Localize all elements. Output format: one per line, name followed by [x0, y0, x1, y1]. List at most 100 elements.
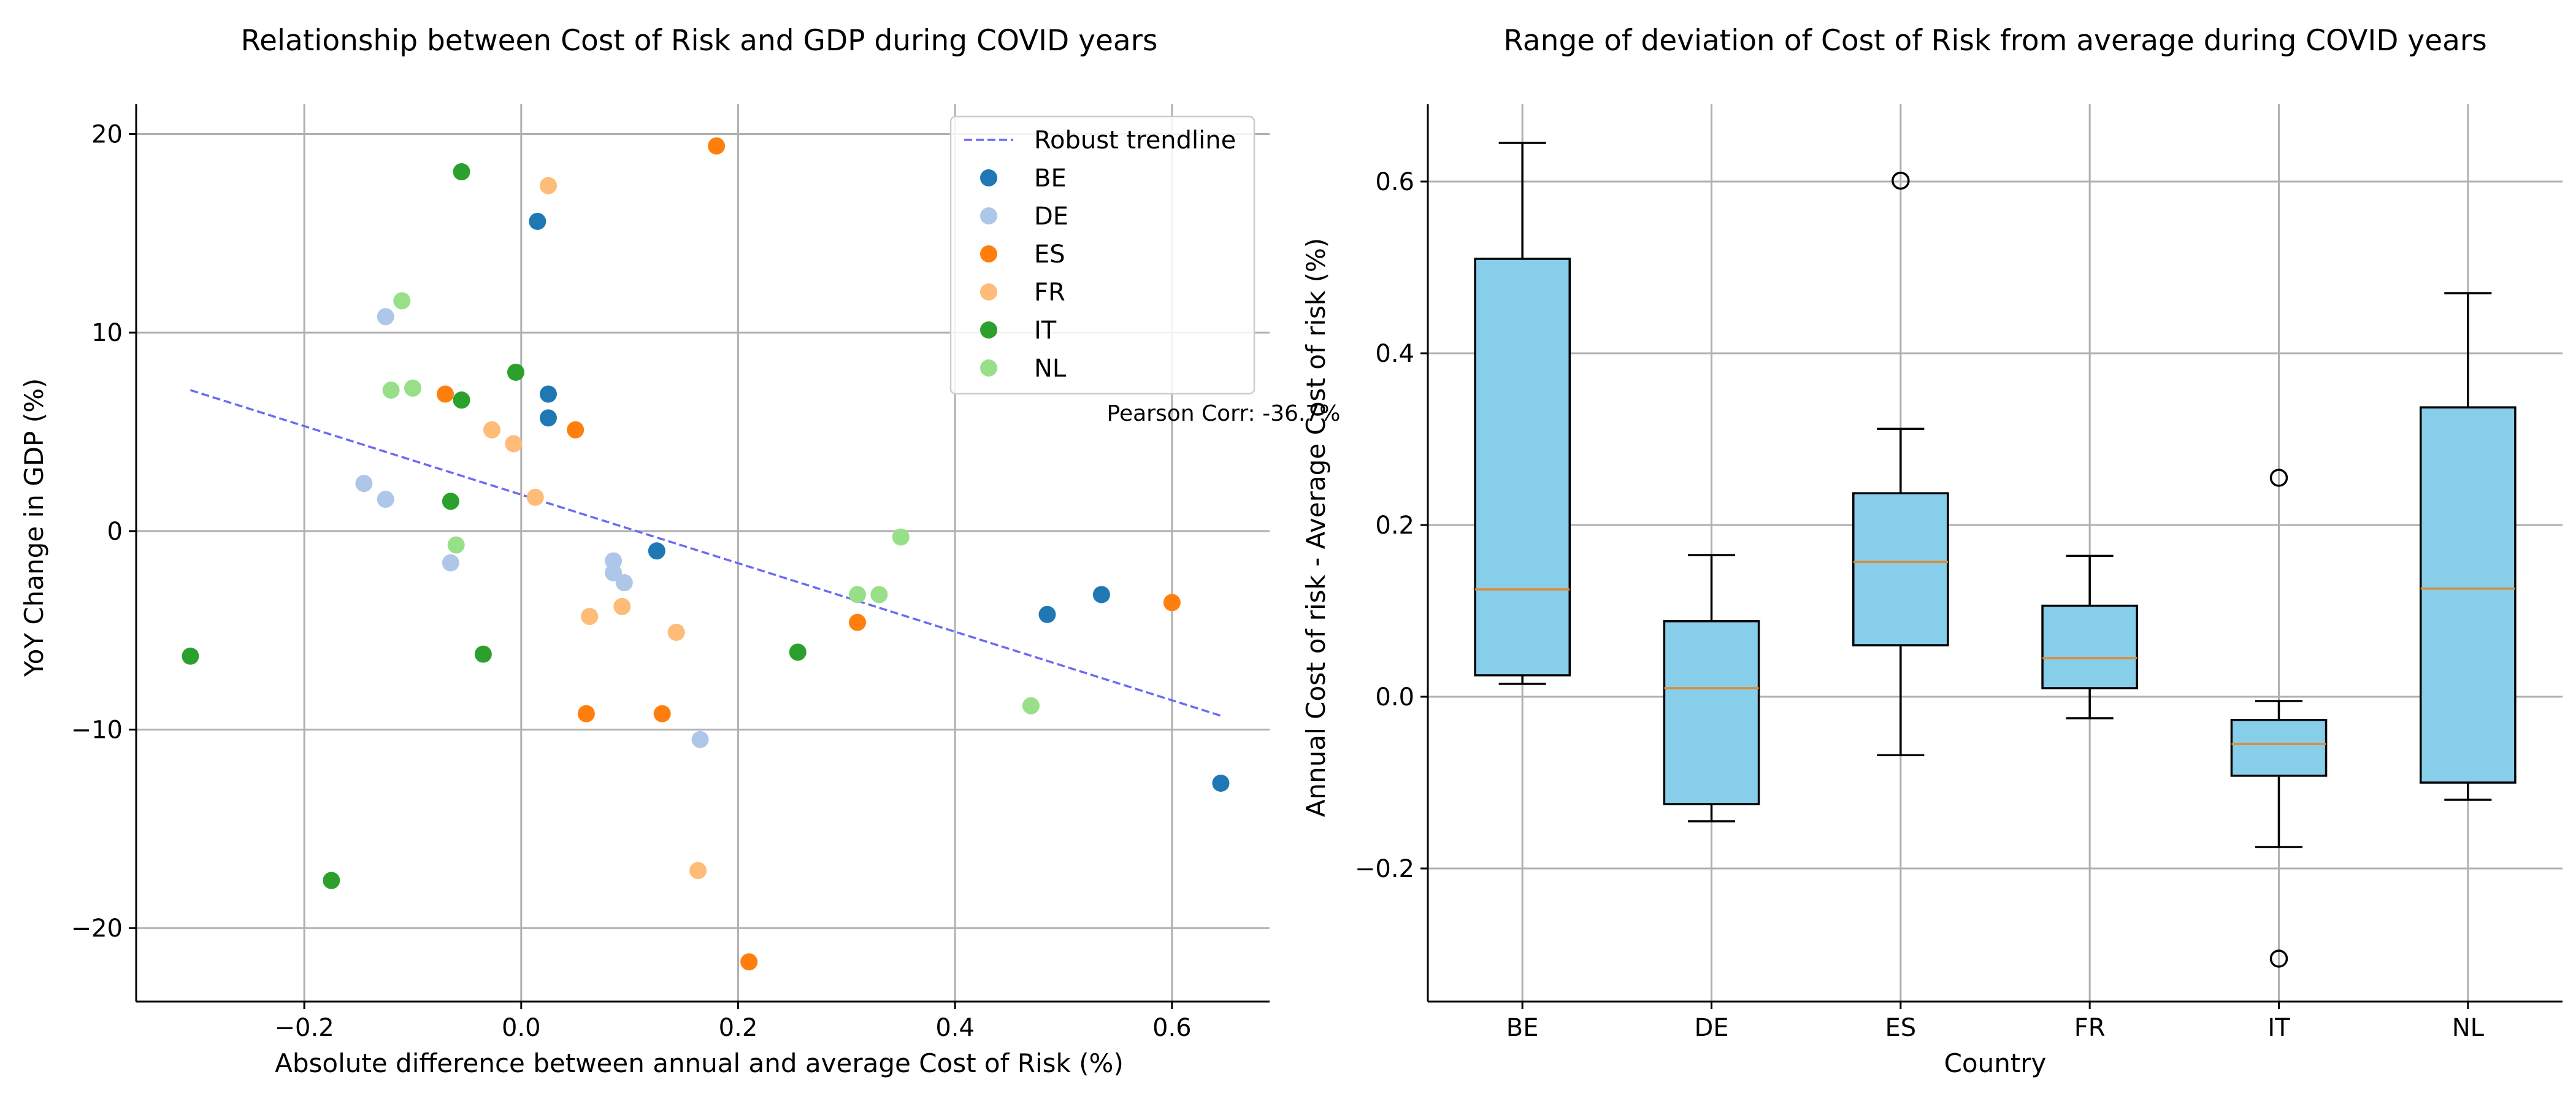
scatter-point-be — [540, 385, 557, 403]
robust-trendline — [190, 389, 1221, 717]
legend-label-trendline: Robust trendline — [1034, 126, 1236, 155]
scatter-point-fr — [613, 597, 631, 615]
box-es — [1852, 171, 1949, 756]
box-body — [1852, 492, 1949, 646]
box-de — [1663, 554, 1760, 822]
box-body — [2230, 719, 2328, 777]
legend-label-fr: FR — [1034, 278, 1065, 307]
scatter-point-es — [567, 421, 585, 439]
scatter-x-tick-label: −0.2 — [275, 1014, 334, 1042]
scatter-y-tick-label: 10 — [91, 319, 123, 347]
scatter-points-layer — [182, 137, 1230, 971]
scatter-x-tick-label: 0.6 — [1152, 1014, 1192, 1042]
box-be — [1474, 142, 1571, 685]
box-body — [2420, 406, 2517, 784]
scatter-point-fr — [526, 488, 544, 506]
box-nl — [2420, 292, 2517, 801]
legend-label-be: BE — [1034, 164, 1067, 193]
scatter-point-it — [474, 645, 492, 663]
box-plot-x-tick-label: IT — [2267, 1014, 2290, 1042]
scatter-legend: Robust trendline BE DE ES FR IT NL — [949, 115, 1255, 395]
scatter-point-fr — [540, 177, 557, 194]
scatter-point-be — [1212, 774, 1230, 792]
scatter-chart-title: Relationship between Cost of Risk and GD… — [241, 24, 1158, 58]
scatter-trendline-layer — [190, 389, 1221, 717]
box-it — [2230, 469, 2328, 968]
scatter-y-tick-label: 0 — [107, 518, 123, 546]
scatter-point-de — [442, 554, 459, 572]
box-plot-chart: Range of deviation of Cost of Risk from … — [1301, 24, 2563, 1078]
legend-frame — [949, 115, 1255, 395]
scatter-point-be — [648, 542, 665, 560]
scatter-point-it — [323, 872, 340, 889]
box-plot-axes — [1427, 104, 2563, 1003]
scatter-point-it — [453, 163, 470, 181]
scatter-point-nl — [404, 379, 421, 397]
scatter-point-de — [691, 730, 709, 748]
scatter-point-de — [377, 308, 394, 326]
scatter-point-es — [577, 705, 595, 723]
box-outlier — [1892, 171, 1910, 190]
box-plot-y-axis-label: Annual Cost of risk - Average Cost of ri… — [1301, 238, 1331, 817]
scatter-point-it — [453, 391, 470, 409]
scatter-y-tick-label: −10 — [71, 716, 123, 745]
scatter-x-tick-label: 0.0 — [502, 1014, 541, 1042]
scatter-point-de — [605, 564, 623, 581]
scatter-point-fr — [483, 421, 501, 439]
scatter-x-tick-label: 0.2 — [719, 1014, 758, 1042]
scatter-point-de — [377, 491, 394, 508]
scatter-point-fr — [581, 608, 599, 626]
scatter-point-nl — [870, 586, 888, 604]
box-outlier — [2269, 469, 2288, 487]
scatter-point-be — [1092, 586, 1110, 604]
box-body — [2041, 604, 2138, 689]
scatter-y-tick-label: −20 — [71, 914, 123, 943]
scatter-point-de — [605, 552, 623, 570]
scatter-point-nl — [892, 528, 910, 546]
scatter-chart: Relationship between Cost of Risk and GD… — [19, 24, 1340, 1078]
box-plot-chart-title: Range of deviation of Cost of Risk from … — [1503, 24, 2487, 58]
scatter-point-be — [540, 409, 557, 427]
legend-marker-es — [980, 245, 997, 263]
scatter-point-it — [789, 643, 807, 661]
scatter-axes — [135, 104, 1270, 1003]
scatter-point-es — [437, 385, 454, 403]
scatter-point-de — [355, 475, 373, 493]
scatter-point-fr — [505, 435, 523, 453]
box-body — [1663, 620, 1760, 805]
scatter-point-es — [653, 705, 671, 723]
legend-label-es: ES — [1034, 240, 1065, 269]
legend-marker-fr — [980, 283, 997, 301]
scatter-point-be — [1038, 605, 1056, 623]
legend-marker-nl — [980, 359, 997, 377]
box-plot-y-tick-label: 0.2 — [1375, 512, 1414, 540]
box-plot-x-axis-label: Country — [1944, 1048, 2047, 1078]
box-body — [1474, 258, 1571, 677]
scatter-tick-labels: −0.2 0.0 0.2 0.4 0.6 −20 −10 0 10 20 — [71, 121, 1192, 1042]
legend-label-nl: NL — [1034, 355, 1067, 383]
scatter-point-es — [740, 953, 758, 971]
box-plot-boxes-layer — [1474, 142, 2517, 968]
scatter-x-axis-label: Absolute difference between annual and a… — [275, 1048, 1124, 1078]
box-plot-x-tick-label: FR — [2074, 1014, 2106, 1042]
scatter-point-it — [182, 647, 199, 665]
scatter-point-fr — [689, 862, 707, 880]
scatter-y-tick-label: 20 — [91, 121, 123, 149]
legend-marker-it — [980, 321, 997, 339]
box-plot-x-tick-label: DE — [1694, 1014, 1728, 1042]
pearson-correlation-annotation: Pearson Corr: -36.7% — [1107, 401, 1341, 426]
legend-marker-be — [980, 169, 997, 186]
box-plot-x-tick-label: NL — [2452, 1014, 2485, 1042]
scatter-point-de — [615, 574, 633, 592]
scatter-point-be — [529, 212, 546, 230]
scatter-point-es — [1163, 594, 1181, 611]
legend-label-de: DE — [1034, 202, 1068, 231]
scatter-point-nl — [447, 536, 465, 554]
box-plot-y-tick-label: 0.4 — [1375, 340, 1414, 368]
scatter-point-nl — [393, 292, 411, 310]
legend-label-it: IT — [1034, 316, 1057, 345]
scatter-point-es — [708, 137, 726, 155]
box-plot-y-tick-label: 0.0 — [1375, 683, 1414, 711]
